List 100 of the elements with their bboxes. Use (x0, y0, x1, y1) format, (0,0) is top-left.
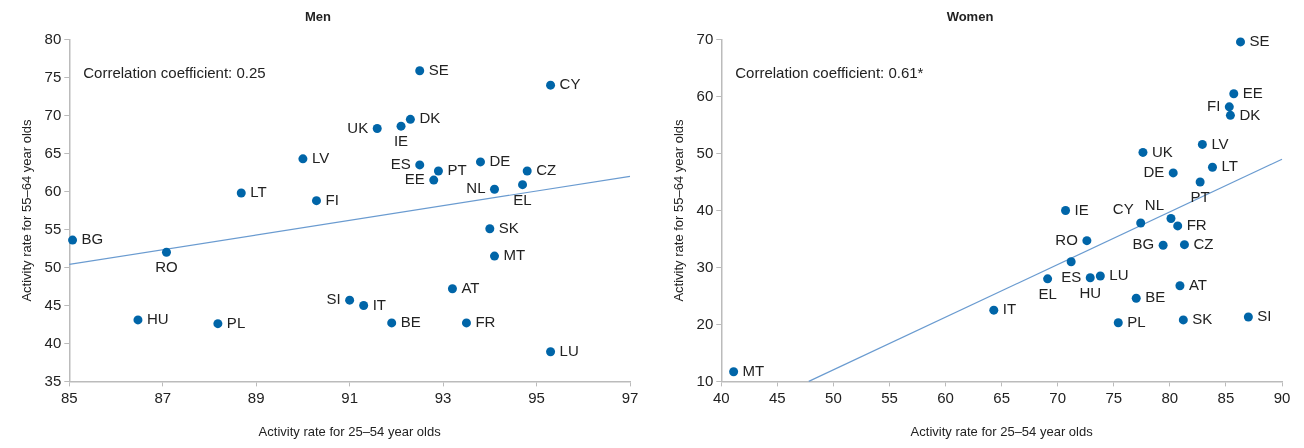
data-label: IT (1002, 300, 1017, 318)
data-label: SE (1249, 32, 1270, 50)
point (133, 315, 143, 325)
point (372, 123, 382, 133)
x-tick-label: 80 (1161, 388, 1179, 406)
data-label: BE (1145, 288, 1166, 306)
x-tick-label: 65 (993, 388, 1010, 406)
point (236, 188, 246, 198)
point (213, 319, 223, 329)
y-tick-label: 70 (696, 29, 714, 47)
point (1043, 274, 1053, 284)
y-tick-label: 55 (44, 219, 62, 237)
data-label: CY (1112, 200, 1134, 218)
point (1229, 89, 1239, 99)
point (433, 166, 443, 176)
data-label: EE (404, 170, 425, 188)
point (298, 154, 308, 164)
point (1138, 147, 1148, 157)
data-label: LV (311, 148, 330, 166)
y-tick-label: 30 (696, 257, 714, 275)
point (415, 160, 425, 170)
point (1082, 236, 1092, 246)
point (1243, 312, 1253, 322)
data-label: FR (475, 313, 496, 331)
chart-title: Men (305, 9, 332, 25)
point (1179, 240, 1189, 250)
point (1113, 318, 1123, 328)
chart-title: Women (946, 9, 994, 25)
point (359, 300, 369, 310)
data-label: SI (1257, 307, 1272, 325)
y-tick-label: 10 (696, 371, 714, 389)
x-tick-label: 45 (769, 388, 786, 406)
data-label: IE (1074, 200, 1089, 218)
data-label: RO (155, 258, 178, 276)
point (161, 247, 171, 257)
point (345, 295, 355, 305)
point (1136, 218, 1146, 228)
y-tick-label: 50 (696, 143, 714, 161)
point (1095, 271, 1105, 281)
y-axis-title: Activity rate for 55–64 year olds (671, 118, 687, 302)
x-tick-label: 50 (825, 388, 842, 406)
point (1168, 168, 1178, 178)
y-tick-label: 45 (44, 295, 62, 313)
x-tick-label: 85 (60, 388, 78, 406)
point (1166, 213, 1176, 223)
x-tick-label: 87 (154, 388, 172, 406)
data-label: PL (1127, 312, 1146, 330)
data-label: CY (559, 75, 581, 93)
data-label: IE (393, 132, 409, 150)
data-label: EL (1038, 285, 1057, 302)
data-label: HU (146, 310, 169, 328)
x-tick-label: 70 (1049, 388, 1067, 406)
data-label: PL (226, 313, 246, 331)
point (1178, 315, 1188, 325)
point (489, 251, 499, 261)
data-label: MT (742, 361, 765, 379)
point (729, 367, 739, 377)
x-tick-label: 85 (1217, 388, 1235, 406)
data-label: BG (1132, 235, 1155, 253)
x-tick-label: 40 (712, 388, 730, 406)
x-tick-label: 55 (881, 388, 898, 406)
data-label: UK (1151, 142, 1173, 160)
data-label: UK (347, 118, 369, 136)
point (518, 180, 528, 190)
point (461, 318, 471, 328)
data-label: DK (1239, 105, 1261, 123)
data-label: DE (489, 152, 511, 170)
y-tick-label: 75 (44, 67, 62, 85)
y-tick-label: 70 (44, 105, 62, 123)
data-label: CZ (1193, 234, 1214, 252)
data-label: FI (325, 190, 339, 208)
data-label: PT (447, 161, 467, 179)
point (1066, 257, 1076, 267)
point (546, 80, 556, 90)
x-tick-label: 75 (1105, 388, 1123, 406)
point (387, 318, 397, 328)
data-label: MT (503, 246, 526, 264)
data-label: DE (1143, 163, 1165, 181)
data-label: LU (1109, 266, 1129, 284)
data-label: SI (326, 290, 341, 308)
point (1085, 273, 1095, 283)
point (1173, 221, 1183, 231)
data-label: LT (1221, 157, 1238, 175)
point (311, 196, 321, 206)
point (429, 175, 439, 185)
data-label: AT (1188, 275, 1208, 293)
x-tick-label: 60 (937, 388, 954, 406)
x-tick-label: 91 (341, 388, 358, 406)
point (415, 66, 425, 76)
point (1195, 177, 1205, 187)
point (447, 284, 457, 294)
data-label: IT (372, 295, 386, 313)
point (68, 235, 78, 245)
data-label: ES (390, 155, 411, 173)
y-tick-label: 65 (44, 143, 62, 161)
x-tick-label: 90 (1273, 388, 1291, 406)
x-axis-title: Activity rate for 25–54 year olds (910, 423, 1094, 439)
point (1158, 240, 1168, 250)
point (1225, 110, 1235, 120)
y-tick-label: 40 (44, 333, 62, 351)
